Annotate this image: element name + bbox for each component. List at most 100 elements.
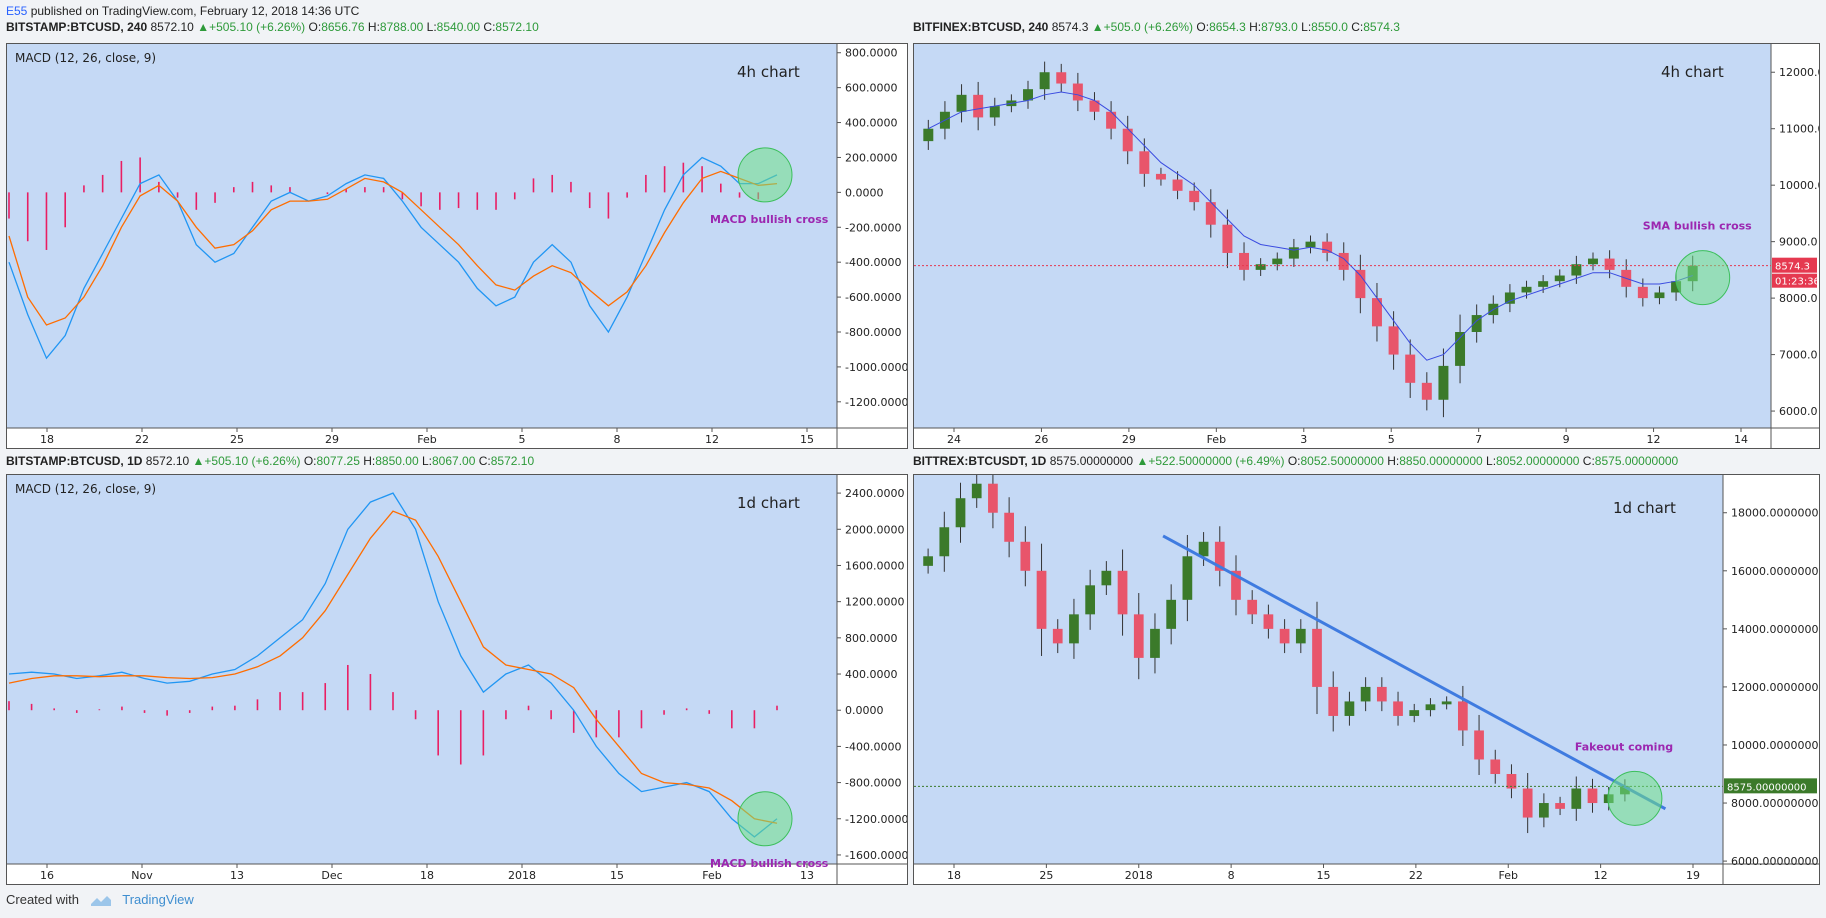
x-tick-label: 18 xyxy=(947,869,961,882)
candle-body xyxy=(1198,541,1209,557)
candle-body xyxy=(1020,541,1031,571)
symbol-name[interactable]: BITSTAMP:BTCUSD, 240 xyxy=(6,20,148,34)
tradingview-link[interactable]: TradingView xyxy=(122,892,194,907)
open-label: O: xyxy=(308,20,322,34)
price-change: +505.10 (+6.26%) xyxy=(209,20,306,34)
low-value: 8550.0 xyxy=(1311,20,1348,34)
candle-body xyxy=(1052,628,1063,644)
close-value: 8572.10 xyxy=(495,20,539,34)
candlestick-chart-svg[interactable]: 12000.0 11000.0 10000.0 9000.0 8000.0 7000.0 6… xyxy=(914,44,1819,448)
annotation-text: MACD bullish cross xyxy=(710,213,829,226)
author-link[interactable]: E55 xyxy=(6,4,28,18)
chart-panel-bitstamp-1d-macd: BITSTAMP:BTCUSD, 1D 8572.10 ▲+505.10 (+6… xyxy=(6,453,908,885)
candle-body xyxy=(1069,614,1079,644)
candle-body xyxy=(1322,241,1333,253)
last-price: 8574.3 xyxy=(1051,20,1089,34)
candle-body xyxy=(1288,247,1299,259)
y-tick-label: -800.0000 xyxy=(845,777,901,790)
y-tick-label: 12000.00000000 xyxy=(1731,681,1819,694)
annotation-text: Fakeout coming xyxy=(1575,740,1673,753)
candle-body xyxy=(1263,614,1274,629)
x-tick-label: 22 xyxy=(1409,869,1423,882)
symbol-name[interactable]: BITTREX:BTCUSDT, 1D xyxy=(913,454,1047,468)
x-tick-label: 19 xyxy=(1686,869,1700,882)
high-value: 8793.0 xyxy=(1261,20,1298,34)
candle-body xyxy=(1506,774,1517,789)
candle-body xyxy=(1166,599,1177,629)
x-tick-label: 7 xyxy=(1475,433,1482,446)
candle-body xyxy=(1344,701,1355,716)
high-value: 8850.00 xyxy=(375,454,419,468)
candle-body xyxy=(1409,710,1420,716)
y-tick-label: 800.0000 xyxy=(845,632,898,645)
candlestick-chart-svg[interactable]: 18000.00000000 16000.00000000 14000.000000… xyxy=(914,475,1819,884)
candle-body xyxy=(1255,264,1266,270)
bullish-cross-highlight xyxy=(737,147,793,203)
candle-body xyxy=(1455,332,1466,366)
y-tick-label: 14000.00000000 xyxy=(1731,623,1819,636)
low-label: L: xyxy=(1486,454,1497,468)
low-value: 8067.00 xyxy=(432,454,476,468)
candle-body xyxy=(1421,382,1432,400)
open-label: O: xyxy=(303,454,317,468)
candle-body xyxy=(1279,628,1290,644)
y-tick-label: -1600.0000 xyxy=(845,849,907,862)
bullish-cross-highlight xyxy=(737,791,793,847)
annotation-text: SMA bullish cross xyxy=(1643,220,1752,233)
y-tick-label: -1000.0000 xyxy=(845,361,907,374)
candle-body xyxy=(971,483,982,499)
low-value: 8540.00 xyxy=(436,20,481,34)
candle-body xyxy=(1393,701,1403,716)
candle-body xyxy=(1571,788,1582,809)
candle-body xyxy=(1182,556,1193,600)
y-tick-label: 18000.00000000 xyxy=(1731,507,1819,520)
candle-body xyxy=(1150,628,1160,658)
high-value: 8788.00 xyxy=(379,20,424,34)
chart-frame[interactable]: 2400.0000 2000.0000 1600.0000 1200.0000 800.… xyxy=(6,474,908,885)
y-tick-label: -1200.0000 xyxy=(845,396,907,409)
macd-chart-svg[interactable]: 2400.0000 2000.0000 1600.0000 1200.0000 800.… xyxy=(7,475,907,884)
y-tick-label: -800.0000 xyxy=(845,326,901,339)
low-value: 8052.00000000 xyxy=(1496,454,1580,468)
candle-body xyxy=(1522,788,1533,818)
close-value: 8574.3 xyxy=(1363,20,1400,34)
last-price: 8575.00000000 xyxy=(1049,454,1134,468)
annotation-text: MACD bullish cross xyxy=(710,857,829,870)
last-price: 8572.10 xyxy=(145,454,190,468)
candle-body xyxy=(1117,570,1128,615)
candle-body xyxy=(1085,585,1096,615)
chart-frame[interactable]: 800.0000 600.0000 400.0000 200.0000 0.0000 -2… xyxy=(6,43,908,449)
symbol-name[interactable]: BITSTAMP:BTCUSD, 1D xyxy=(6,454,143,468)
y-tick-label: 10000.00000000 xyxy=(1731,739,1819,752)
symbol-name[interactable]: BITFINEX:BTCUSD, 240 xyxy=(913,20,1049,34)
symbol-header: BITTREX:BTCUSDT, 1D 8575.00000000 ▲+522.… xyxy=(913,453,1678,469)
last-price-tag xyxy=(1724,778,1817,794)
x-tick-label: 22 xyxy=(135,433,149,446)
candle-body xyxy=(1023,89,1033,101)
low-label: L: xyxy=(426,20,437,34)
open-label: O: xyxy=(1196,20,1210,34)
candle-body xyxy=(1222,224,1233,253)
last-price-label: 8575.00000000 xyxy=(1727,782,1807,793)
x-tick-label: 3 xyxy=(1300,433,1307,446)
y-tick-label: 1200.0000 xyxy=(845,596,905,609)
x-tick-label: 25 xyxy=(230,433,244,446)
macd-chart-svg[interactable]: 800.0000 600.0000 400.0000 200.0000 0.0000 -2… xyxy=(7,44,907,448)
candle-body xyxy=(1604,258,1615,270)
candle-body xyxy=(1571,264,1582,276)
y-tick-label: 16000.00000000 xyxy=(1731,565,1819,578)
candle-body xyxy=(1538,281,1549,287)
chart-frame[interactable]: 18000.00000000 16000.00000000 14000.000000… xyxy=(913,474,1820,885)
indicator-title: MACD (12, 26, close, 9) xyxy=(15,51,156,65)
candle-body xyxy=(973,94,984,118)
open-value: 8656.76 xyxy=(321,20,365,34)
candle-body xyxy=(1155,173,1166,180)
x-tick-label: 29 xyxy=(1122,433,1136,446)
candle-body xyxy=(988,483,998,513)
created-with-text: Created with xyxy=(6,892,79,907)
sma-line xyxy=(928,91,1693,361)
high-label: H: xyxy=(363,454,376,468)
y-tick-label: 8000.0 xyxy=(1779,292,1818,305)
chart-frame[interactable]: 12000.0 11000.0 10000.0 9000.0 8000.0 7000.0 6… xyxy=(913,43,1820,449)
up-arrow-icon: ▲ xyxy=(1091,20,1104,34)
